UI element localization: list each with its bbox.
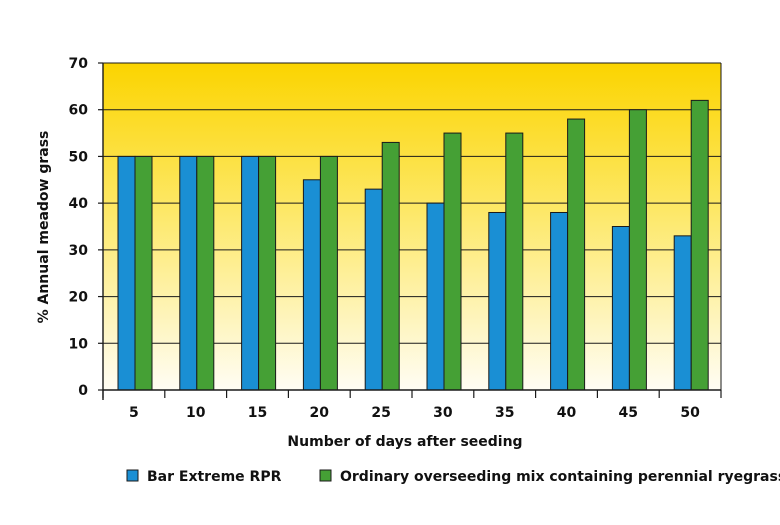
bar-ordinary-mix-20 [319,155,338,391]
bar-bar-extreme-30 [426,202,445,391]
bar-ordinary-mix-35 [505,132,524,391]
x-tick-label: 10 [186,405,206,421]
y-tick-label: 50 [69,149,89,165]
bar-bar-extreme-10 [179,155,198,391]
x-tick-label: 5 [129,405,139,421]
x-axis-title: Number of days after seeding [287,434,522,450]
bar-ordinary-mix-10 [196,155,215,391]
legend-swatch-ordinary-mix [319,469,332,482]
bar-ordinary-mix-50 [690,99,709,391]
legend: Bar Extreme RPR Ordinary overseeding mix… [126,469,780,485]
bar-ordinary-mix-45 [628,109,647,391]
bar-ordinary-mix-30 [443,132,462,391]
y-tick-label: 60 [69,103,89,119]
bar-bar-extreme-45 [611,226,630,391]
x-tick-labels: 5 10 15 20 25 30 35 40 45 50 [129,405,700,421]
y-tick-label: 0 [78,383,88,399]
y-tick-label: 10 [69,336,89,352]
x-tick-label: 25 [371,405,390,421]
bar-ordinary-mix-15 [258,155,277,391]
legend-label-ordinary-mix: Ordinary overseeding mix containing pere… [340,469,780,485]
x-tick-label: 35 [495,405,514,421]
bar-ordinary-mix-25 [381,141,400,391]
bar-bar-extreme-15 [241,155,260,391]
axes [98,62,722,400]
bar-bar-extreme-5 [117,155,136,391]
x-tick-label: 20 [310,405,330,421]
bar-bar-extreme-35 [488,211,507,391]
y-tick-label: 30 [69,243,89,259]
bar-ordinary-mix-40 [567,118,586,391]
y-tick-label: 70 [69,56,89,72]
bar-bar-extreme-25 [364,188,383,391]
x-tick-label: 45 [619,405,638,421]
legend-swatch-bar-extreme [126,469,139,482]
bars [117,99,709,391]
bar-bar-extreme-40 [550,211,569,391]
y-tick-label: 20 [69,290,89,306]
x-tick-label: 30 [433,405,453,421]
y-tick-label: 40 [69,196,89,212]
bar-bar-extreme-50 [673,235,692,391]
y-axis-title: % Annual meadow grass [36,131,52,324]
bar-ordinary-mix-5 [134,155,153,391]
legend-label-bar-extreme: Bar Extreme RPR [147,469,282,485]
bar-bar-extreme-20 [302,179,321,391]
x-tick-label: 40 [557,405,577,421]
x-tick-label: 15 [248,405,267,421]
y-tick-labels: 0 10 20 30 40 50 60 70 [69,56,89,399]
x-tick-label: 50 [680,405,700,421]
